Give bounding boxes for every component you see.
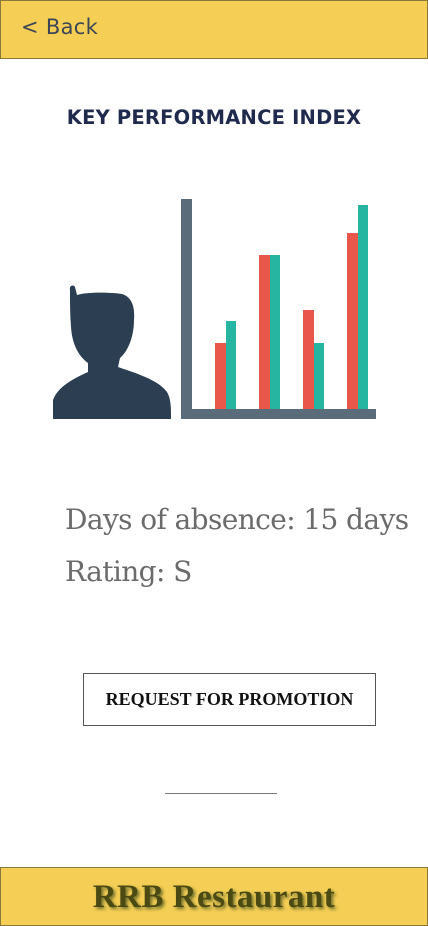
chart-bar-red-4 bbox=[347, 233, 358, 409]
bar-chart-icon bbox=[181, 199, 376, 419]
back-button[interactable]: < Back bbox=[21, 15, 99, 39]
chart-axis-vertical bbox=[181, 199, 192, 419]
rating-text: Rating: S bbox=[65, 555, 192, 588]
chart-bar-teal-2 bbox=[270, 255, 280, 409]
chart-bar-teal-1 bbox=[226, 321, 236, 409]
divider bbox=[165, 793, 277, 794]
days-of-absence-text: Days of absence: 15 days bbox=[65, 503, 409, 536]
chart-axis-horizontal bbox=[181, 409, 376, 419]
brand-name: RRB Restaurant bbox=[92, 879, 336, 915]
kpi-illustration bbox=[53, 199, 376, 419]
chart-bar-red-3 bbox=[303, 310, 314, 409]
chart-bar-red-2 bbox=[259, 255, 270, 409]
user-silhouette-icon bbox=[53, 285, 171, 419]
chart-bar-teal-3 bbox=[314, 343, 324, 409]
chart-bar-red-1 bbox=[215, 343, 226, 409]
page-title: KEY PERFORMANCE INDEX bbox=[66, 106, 362, 129]
top-bar: < Back bbox=[0, 0, 428, 59]
chart-bar-teal-4 bbox=[358, 205, 368, 409]
bottom-bar: RRB Restaurant bbox=[0, 867, 428, 926]
request-promotion-button[interactable]: REQUEST FOR PROMOTION bbox=[83, 673, 376, 726]
